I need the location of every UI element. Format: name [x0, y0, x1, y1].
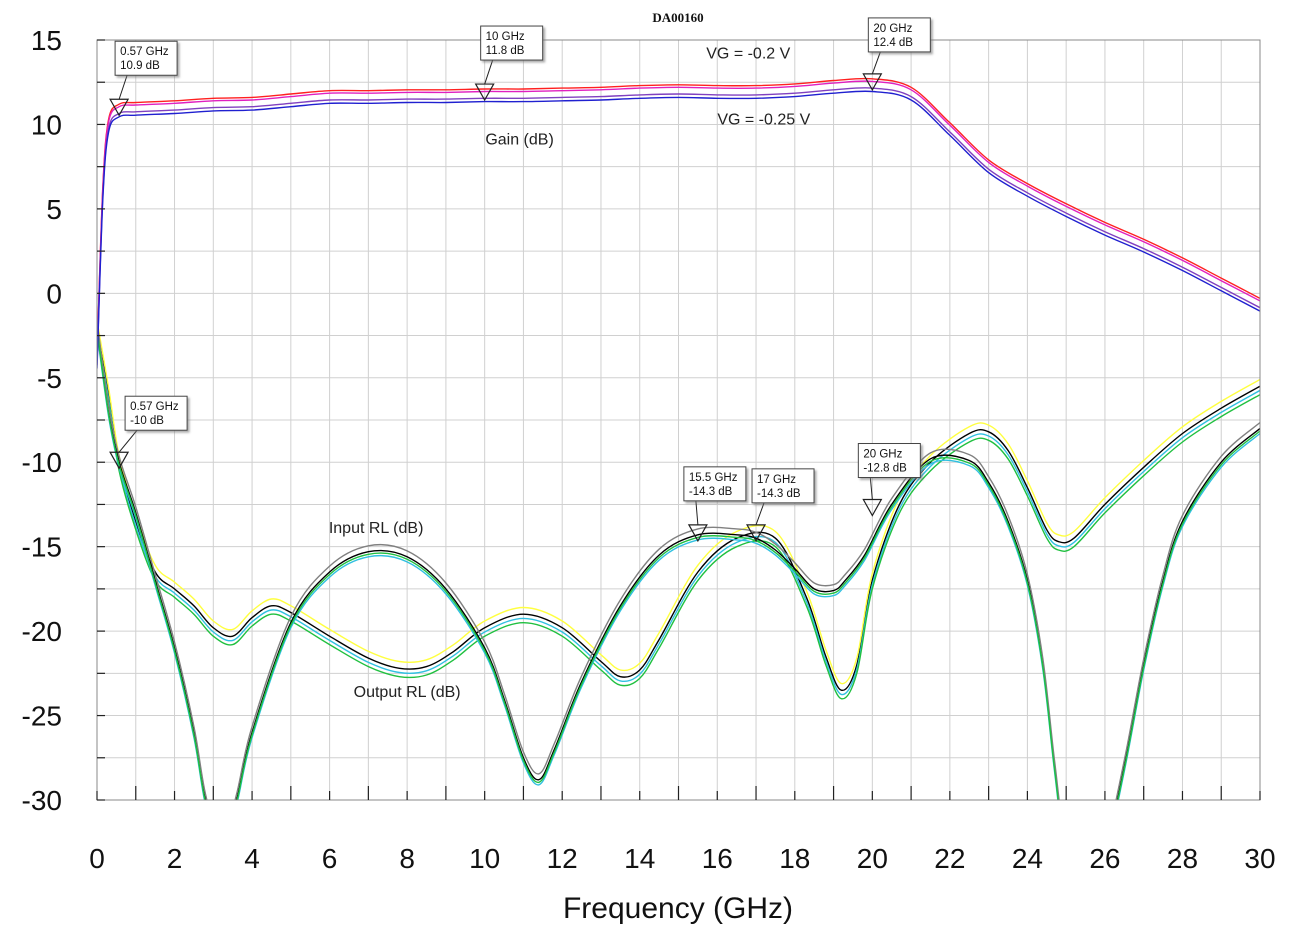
marker-leader [871, 51, 881, 75]
x-tick-label: 18 [779, 843, 810, 874]
marker-leader [118, 75, 128, 100]
y-tick-label: -5 [37, 363, 62, 394]
input_rl-series-line [97, 329, 1260, 800]
annotation-label: VG = -0.2 V [706, 46, 790, 63]
grid-lines [96, 39, 1261, 801]
y-tick-label: -15 [22, 532, 62, 563]
marker-box [867, 17, 931, 53]
tick-layer: 0 2 4 6 8 10 12 14 16 18 20 22 24 26 28 30151050-5-10-1… [22, 25, 1276, 874]
marker-frequency-label: 15.5 GHz [689, 472, 738, 484]
marker-frequency-label: 10 GHz [486, 31, 525, 43]
annotation-label: Gain (dB) [485, 132, 553, 149]
output_rl-series-line [97, 331, 1260, 696]
marker-box [114, 40, 178, 76]
marker-value-label: 11.8 dB [486, 45, 525, 57]
marker-leader [869, 477, 873, 500]
annotation-label: VG = -0.25 V [717, 111, 810, 128]
x-tick-label: 28 [1167, 843, 1198, 874]
x-tick-label: 20 [857, 843, 888, 874]
marker-value-label: -14.3 dB [689, 486, 733, 498]
x-tick-label: 2 [167, 843, 183, 874]
marker-box [857, 443, 921, 479]
y-tick-label: -25 [22, 701, 62, 732]
marker-leader [484, 59, 494, 85]
marker-triangle-icon [474, 83, 495, 102]
x-tick-label: 14 [624, 843, 655, 874]
x-tick-label: 4 [244, 843, 260, 874]
x-axis-title: Frequency (GHz) [563, 892, 793, 925]
marker-frequency-label: 20 GHz [863, 449, 902, 461]
marker-triangle-icon [687, 524, 708, 543]
x-tick-label: 12 [547, 843, 578, 874]
y-tick-label: 10 [31, 109, 62, 140]
y-tick-label: -20 [22, 616, 62, 647]
gain-series-line [97, 87, 1260, 366]
marker-leader [695, 500, 699, 525]
marker-box [751, 468, 815, 504]
y-tick-label: -30 [22, 785, 62, 816]
marker-box [124, 395, 188, 431]
marker-triangle-icon [109, 98, 130, 117]
x-tick-label: 8 [399, 843, 415, 874]
marker-box [480, 25, 544, 61]
x-tick-label: 30 [1244, 843, 1275, 874]
output_rl-series-line [97, 335, 1260, 700]
marker-frequency-label: 17 GHz [757, 474, 796, 486]
marker-value-label: -14.3 dB [757, 488, 801, 500]
annotation-label: Input RL (dB) [329, 520, 424, 537]
marker-value-label: -10 dB [130, 415, 164, 427]
annotation-label: Output RL (dB) [354, 684, 461, 701]
annotation-layer: Gain (dB) VG = -0.2 V VG = -0.25 V Input RL… [329, 46, 811, 701]
marker-frequency-label: 20 GHz [873, 23, 912, 35]
output_rl-series-line [97, 326, 1260, 691]
x-tick-label: 6 [322, 843, 338, 874]
marker-layer: 0.57 GHz 10.9 dB 10 GHz 11.8 dB 20 GHz 12.4 d… [109, 17, 931, 543]
y-tick-label: 15 [31, 25, 62, 56]
x-tick-label: 26 [1089, 843, 1120, 874]
marker-triangle-icon [862, 498, 883, 517]
marker-frequency-label: 0.57 GHz [130, 401, 179, 413]
marker-triangle-icon [862, 73, 883, 92]
y-tick-label: 5 [46, 194, 62, 225]
gain-series-line [97, 90, 1260, 369]
marker-triangle-icon [109, 451, 130, 470]
marker-value-label: 12.4 dB [873, 37, 913, 49]
x-tick-label: 22 [934, 843, 965, 874]
marker-leader [755, 502, 765, 526]
gain-series-line [97, 80, 1260, 359]
marker-box [683, 466, 747, 502]
y-tick-label: 0 [46, 278, 62, 309]
marker-value-label: 10.9 dB [120, 60, 160, 72]
marker-frequency-label: 0.57 GHz [120, 46, 169, 58]
marker-leader [118, 429, 138, 453]
marker-triangle-icon [746, 524, 767, 543]
y-tick-label: -10 [22, 447, 62, 478]
chart-title: DA00160 [652, 10, 703, 25]
x-tick-label: 24 [1012, 843, 1043, 874]
input_rl-series-line [97, 332, 1260, 800]
x-tick-label: 10 [469, 843, 500, 874]
input_rl-series-line [97, 327, 1260, 800]
x-tick-label: 0 [89, 843, 105, 874]
marker-value-label: -12.8 dB [863, 463, 907, 475]
x-tick-label: 16 [702, 843, 733, 874]
series-layer [97, 77, 1260, 800]
input_rl-series-line [97, 321, 1260, 800]
output_rl-series-line [97, 320, 1260, 685]
gain-series-line [97, 77, 1260, 356]
